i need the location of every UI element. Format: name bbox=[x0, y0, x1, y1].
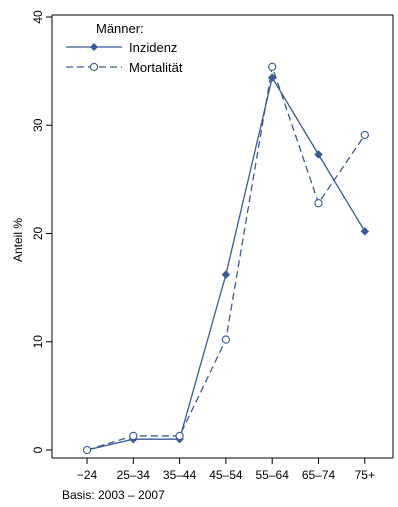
series-line bbox=[86, 66, 366, 451]
x-tick-label: −24 bbox=[77, 468, 98, 482]
series-1 bbox=[82, 62, 369, 455]
y-tick-label: 10 bbox=[31, 335, 45, 349]
data-point bbox=[175, 431, 184, 441]
ticks: 0 10 20 30 40 −24 25–34 35–44 45–54 55–64 65–74 75+ bbox=[31, 10, 375, 482]
data-point bbox=[314, 199, 323, 208]
legend-entry: Inzidenz bbox=[66, 40, 177, 55]
series-0 bbox=[82, 73, 370, 455]
x-tick-label: 65–74 bbox=[302, 468, 336, 482]
axes bbox=[51, 14, 394, 459]
x-tick-label: 25–34 bbox=[117, 468, 151, 482]
basis-note: Basis: 2003 – 2007 bbox=[62, 488, 165, 502]
y-tick-label: 30 bbox=[31, 118, 45, 132]
legend-entry: Mortalität bbox=[66, 60, 183, 75]
y-tick-label: 20 bbox=[31, 227, 45, 241]
legend-swatch-marker bbox=[90, 43, 98, 51]
x-tick-label: 45–54 bbox=[209, 468, 243, 482]
x-tick-label: 35–44 bbox=[163, 468, 197, 482]
legend-swatch-marker bbox=[89, 62, 99, 72]
legend-label: Inzidenz bbox=[129, 40, 177, 55]
data-point bbox=[360, 226, 370, 236]
legend-entries: Inzidenz Mortalität bbox=[66, 40, 183, 75]
legend-title: Männer: bbox=[96, 21, 144, 36]
data-point bbox=[268, 62, 277, 71]
data-point bbox=[82, 445, 92, 455]
data-point bbox=[314, 150, 323, 159]
x-tick-label: 55–64 bbox=[256, 468, 290, 482]
x-tick-label: 75+ bbox=[355, 468, 375, 482]
y-axis-title: Anteil % bbox=[11, 218, 25, 262]
y-tick-label: 40 bbox=[31, 10, 45, 24]
data-point bbox=[221, 335, 231, 344]
legend-label: Mortalität bbox=[129, 60, 183, 75]
data-point bbox=[221, 270, 231, 279]
y-tick-label: 0 bbox=[31, 446, 45, 453]
legend: Männer: Inzidenz Mortalität bbox=[66, 21, 183, 75]
data-point bbox=[360, 130, 369, 140]
series bbox=[82, 62, 370, 455]
data-point bbox=[129, 431, 138, 441]
series-line bbox=[86, 75, 366, 451]
